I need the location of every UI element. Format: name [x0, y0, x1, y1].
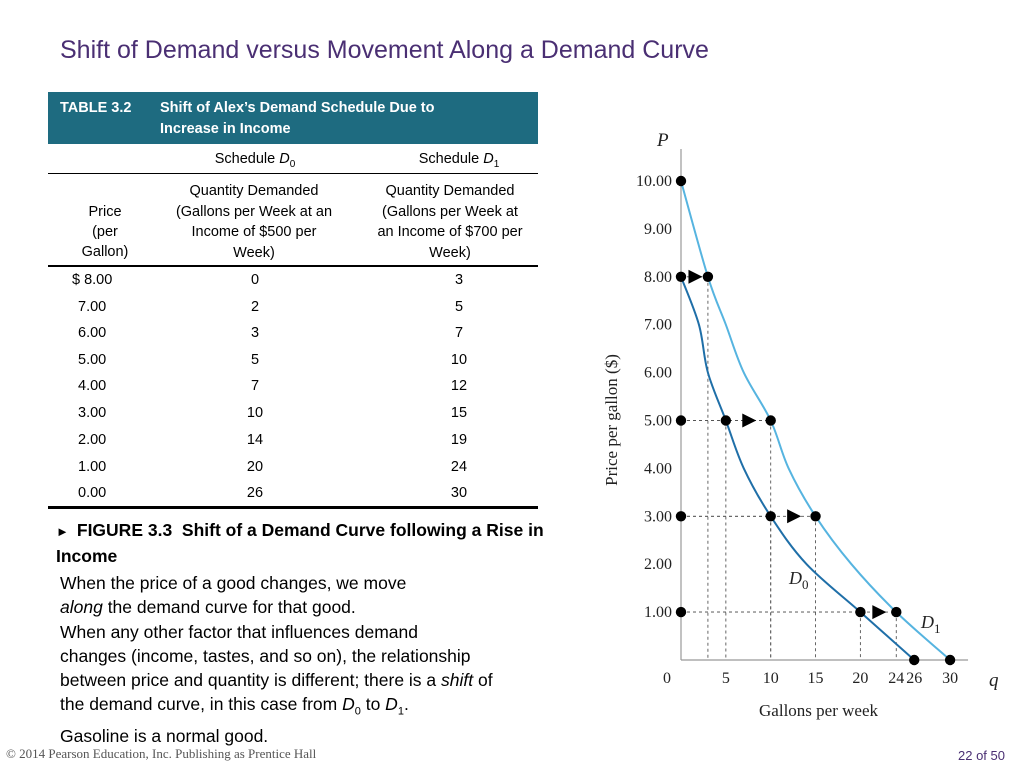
x-axis-label: Gallons per week: [759, 701, 878, 720]
table-row: 2.00 14 19: [78, 432, 468, 448]
slide-title: Shift of Demand versus Movement Along a …: [60, 36, 709, 64]
y-tick-label: 3.00: [644, 508, 672, 525]
data-point: [891, 606, 902, 618]
y-tick-label: 5.00: [644, 413, 672, 430]
d1-column-header: Quantity Demanded (Gallons per Week at an …: [377, 183, 523, 261]
data-point: [765, 415, 776, 426]
y-tick-label: 2.00: [644, 556, 672, 573]
figure-caption: ► FIGURE 3.3 Shift of a Demand Curve foll…: [56, 518, 556, 568]
curve-label-d0: D0: [788, 568, 809, 592]
price-column-header: Price (per Gallon): [81, 204, 129, 260]
y-tick-label: 9.00: [644, 221, 672, 238]
shift-arrow: [872, 605, 887, 620]
x-tick-label: 0: [663, 670, 671, 687]
text-line: the demand curve, in this case from D0 t…: [60, 694, 409, 718]
x-tick-label: 5: [722, 670, 730, 687]
y-axis-symbol: P: [656, 130, 669, 151]
y-tick-label: 10.00: [636, 173, 672, 190]
table-row: 1.00 20 24: [78, 459, 468, 475]
y-axis-label: Price per gallon ($): [602, 354, 621, 486]
x-tick-label: 20: [852, 670, 868, 687]
data-point: [720, 415, 732, 426]
text-line: between price and quantity is different;…: [60, 670, 493, 691]
data-point: [675, 606, 687, 618]
y-tick-label: 8.00: [644, 269, 672, 286]
figure-label: FIGURE 3.3: [76, 520, 173, 540]
x-tick-label: 24: [888, 670, 904, 687]
x-tick-label: 10: [763, 670, 779, 687]
table-number: TABLE 3.2: [60, 100, 132, 116]
shift-arrow: [688, 269, 703, 284]
table-row: 0.00 26 30: [78, 485, 468, 501]
data-point: [855, 606, 866, 618]
text-line: along the demand curve for that good.: [60, 597, 356, 618]
copyright-notice: © 2014 Pearson Education, Inc. Publishin…: [6, 746, 317, 761]
curve-label-d1: D1: [920, 612, 941, 636]
table-divider-top: [48, 173, 538, 174]
table-divider-middle: [48, 265, 538, 267]
demand-curve-d1: [680, 180, 951, 661]
table-caption-line2: Increase in Income: [160, 121, 291, 137]
table-row: 3.00 10 15: [78, 405, 468, 421]
table-divider-bottom: [48, 506, 538, 509]
data-point: [675, 511, 687, 522]
x-tick-label: 26: [906, 670, 922, 687]
play-triangle-icon: ►: [56, 524, 69, 539]
shift-arrow: [742, 413, 757, 428]
data-point: [909, 654, 920, 666]
y-tick-label: 1.00: [644, 604, 672, 621]
schedule-d0-heading: Schedule D0: [214, 151, 296, 170]
text-line: Gasoline is a normal good.: [60, 726, 269, 747]
page-number: 22 of 50: [958, 748, 1005, 763]
data-point: [765, 511, 776, 522]
figure-caption-text: Shift of a Demand Curve following a Rise…: [56, 520, 544, 566]
d0-column-header: Quantity Demanded (Gallons per Week at an…: [175, 183, 333, 261]
data-point: [675, 175, 687, 187]
data-point: [675, 415, 687, 426]
data-point: [944, 654, 956, 666]
table-row: 4.00 7 12: [78, 378, 468, 394]
x-tick-label: 30: [942, 670, 958, 687]
shift-arrow: [787, 509, 802, 524]
x-tick-label: 15: [808, 670, 824, 687]
y-tick-label: 7.00: [644, 317, 672, 334]
table-caption-line1: Shift of Alex’s Demand Schedule Due to: [160, 100, 435, 116]
text-line: When any other factor that influences de…: [60, 621, 418, 642]
table-header: TABLE 3.2 Shift of Alex’s Demand Schedul…: [48, 92, 538, 144]
data-point: [810, 511, 821, 522]
text-line: changes (income, tastes, and so on), the…: [60, 645, 471, 666]
table-row: 5.00 5 10: [78, 352, 468, 368]
data-point: [702, 271, 714, 282]
y-tick-label: 6.00: [644, 365, 672, 382]
table-row: 6.00 3 7: [78, 325, 464, 341]
y-tick-label: 4.00: [644, 460, 672, 477]
body-text: When the price of a good changes, we mov…: [60, 571, 560, 749]
table-row: 7.00 2 5: [78, 299, 464, 315]
demand-curve-d0: [680, 276, 915, 661]
text-line: When the price of a good changes, we mov…: [60, 573, 407, 593]
x-axis-symbol: q: [989, 670, 999, 691]
schedule-d1-heading: Schedule D1: [418, 151, 500, 170]
table-row: $ 8.00 0 3: [72, 272, 464, 288]
data-point: [675, 271, 687, 282]
